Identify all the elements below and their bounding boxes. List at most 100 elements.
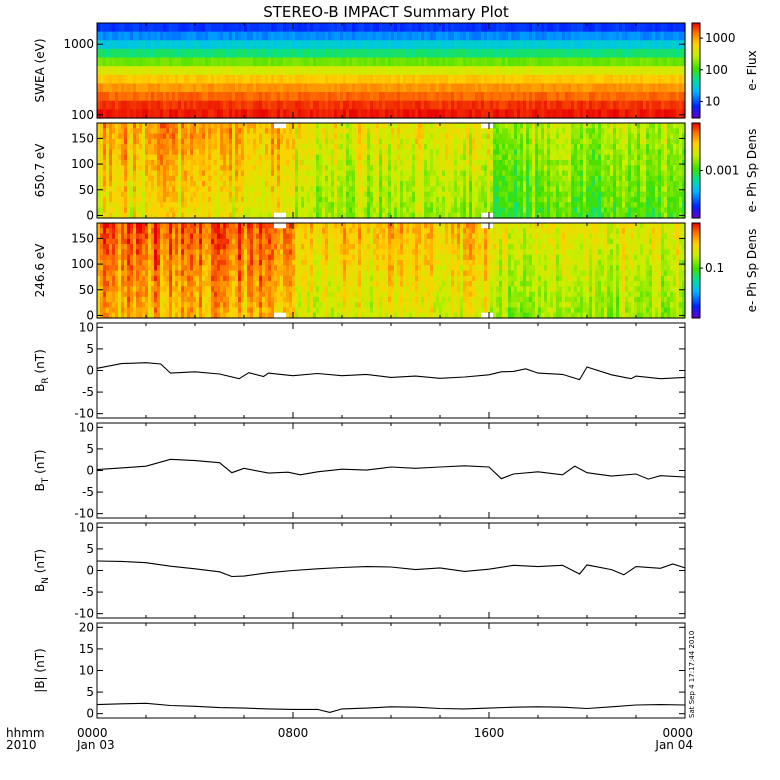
heatmap-cell [385, 181, 389, 187]
heatmap-cell [292, 181, 296, 187]
heatmap-cell [289, 181, 293, 187]
heatmap-cell [187, 191, 191, 198]
heatmap-cell [457, 23, 461, 33]
heatmap-cell [490, 186, 494, 193]
heatmap-cell [379, 165, 383, 172]
heatmap-cell [451, 202, 455, 209]
heatmap-cell [295, 123, 299, 129]
heatmap-cell [148, 74, 152, 85]
heatmap-cell [595, 40, 599, 50]
heatmap-cell [226, 123, 230, 129]
heatmap-cell [505, 100, 509, 110]
heatmap-cell [490, 23, 494, 33]
heatmap-cell [517, 191, 521, 198]
heatmap-cell [298, 83, 302, 93]
heatmap-cell [124, 83, 128, 93]
heatmap-cell [499, 212, 503, 219]
heatmap-cell [130, 170, 134, 177]
heatmap-cell [457, 83, 461, 93]
heatmap-cell [406, 212, 410, 219]
heatmap-cell [250, 159, 254, 166]
heatmap-cell [172, 48, 176, 59]
heatmap-cell [328, 212, 332, 219]
heatmap-cell [364, 100, 368, 110]
heatmap-cell [538, 109, 542, 119]
heatmap-cell [256, 196, 260, 203]
heatmap-cell [307, 128, 311, 135]
heatmap-cell [136, 40, 140, 50]
heatmap-cell [163, 144, 167, 150]
heatmap-cell [175, 66, 179, 76]
heatmap-cell [304, 212, 308, 219]
heatmap-cell [298, 100, 302, 110]
heatmap-cell [436, 57, 440, 67]
heatmap-cell [664, 92, 668, 102]
heatmap-cell [490, 66, 494, 76]
heatmap-cell [478, 66, 482, 76]
heatmap-cell [331, 100, 335, 110]
heatmap-cell [430, 159, 434, 166]
heatmap-cell [103, 66, 107, 76]
heatmap-cell [382, 74, 386, 85]
heatmap-cell [118, 170, 122, 177]
heatmap-cell [307, 48, 311, 59]
heatmap-cell [604, 66, 608, 76]
heatmap-cell [547, 186, 551, 193]
heatmap-cell [430, 170, 434, 177]
heatmap-cell [211, 149, 215, 156]
heatmap-cell [151, 186, 155, 193]
heatmap-cell [412, 123, 416, 129]
heatmap-cell [373, 186, 377, 193]
heatmap-cell [235, 170, 239, 177]
heatmap-cell [208, 123, 212, 129]
heatmap-cell [340, 100, 344, 110]
heatmap-cell [118, 196, 122, 203]
heatmap-cell [520, 165, 524, 172]
heatmap-cell [535, 74, 539, 85]
heatmap-cell [106, 181, 110, 187]
heatmap-cell [610, 66, 614, 76]
heatmap-cell [295, 159, 299, 166]
heatmap-cell [394, 175, 398, 182]
heatmap-cell [544, 100, 548, 110]
heatmap-cell [334, 128, 338, 135]
heatmap-cell [253, 144, 257, 150]
heatmap-cell [313, 74, 317, 85]
heatmap-cell [133, 128, 137, 135]
heatmap-cell [583, 109, 587, 119]
heatmap-cell [154, 207, 158, 214]
heatmap-cell [166, 207, 170, 214]
heatmap-cell [508, 31, 512, 41]
heatmap-cell [115, 92, 119, 102]
heatmap-cell [328, 74, 332, 85]
heatmap-cell [559, 159, 563, 166]
heatmap-cell [448, 48, 452, 59]
heatmap-cell [310, 128, 314, 135]
heatmap-cell [421, 83, 425, 93]
heatmap-cell [268, 144, 272, 150]
heatmap-cell [520, 202, 524, 209]
heatmap-cell [259, 31, 263, 41]
heatmap-cell [250, 83, 254, 93]
heatmap-cell [181, 159, 185, 166]
heatmap-cell [652, 109, 656, 119]
heatmap-cell [325, 186, 329, 193]
heatmap-cell [307, 109, 311, 119]
heatmap-cell [415, 133, 419, 140]
heatmap-cell [283, 170, 287, 177]
heatmap-cell [115, 128, 119, 135]
heatmap-cell [139, 109, 143, 119]
heatmap-cell [535, 31, 539, 41]
heatmap-cell [160, 207, 164, 214]
heatmap-cell [301, 23, 305, 33]
heatmap-cell [268, 138, 272, 145]
heatmap-cell [199, 74, 203, 85]
heatmap-cell [325, 128, 329, 135]
heatmap-cell [187, 48, 191, 59]
heatmap-cell [502, 92, 506, 102]
heatmap-cell [529, 133, 533, 140]
heatmap-cell [472, 31, 476, 41]
heatmap-cell [106, 175, 110, 182]
heatmap-cell [484, 202, 488, 209]
heatmap-cell [514, 66, 518, 76]
